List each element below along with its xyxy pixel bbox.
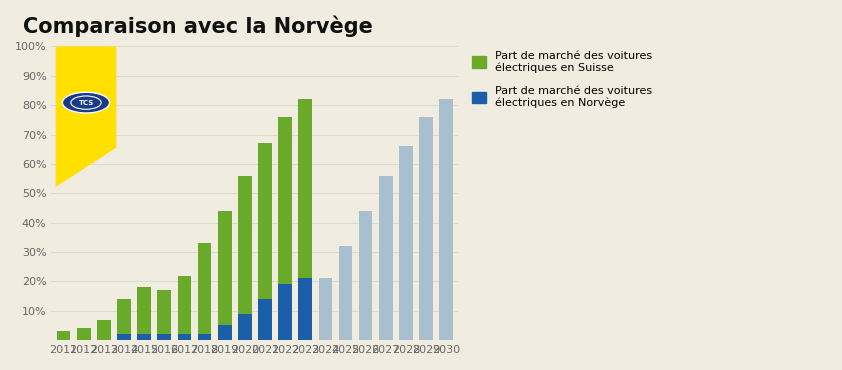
Bar — [338, 246, 352, 340]
Text: Comparaison avec la Norvège: Comparaison avec la Norvège — [23, 15, 373, 37]
Bar — [137, 287, 151, 340]
Bar — [157, 334, 171, 340]
Text: TCS: TCS — [78, 100, 93, 105]
Bar — [178, 334, 191, 340]
Bar — [379, 176, 392, 340]
Bar — [77, 329, 91, 340]
Bar — [238, 314, 252, 340]
Bar — [198, 334, 211, 340]
Bar — [318, 279, 333, 340]
Bar — [178, 276, 191, 340]
Bar — [298, 279, 312, 340]
Bar — [419, 117, 433, 340]
Bar — [359, 211, 372, 340]
Bar — [399, 146, 413, 340]
Bar — [218, 211, 232, 340]
Bar — [278, 117, 292, 340]
Bar — [278, 284, 292, 340]
Bar — [238, 176, 252, 340]
Bar — [157, 290, 171, 340]
Bar — [117, 334, 131, 340]
Bar — [137, 334, 151, 340]
Bar — [97, 320, 110, 340]
Bar — [440, 99, 453, 340]
Bar — [218, 326, 232, 340]
Bar — [56, 331, 71, 340]
Legend: Part de marché des voitures
électriques en Suisse, Part de marché des voitures
é: Part de marché des voitures électriques … — [468, 46, 656, 113]
Bar — [258, 143, 272, 340]
Bar — [117, 299, 131, 340]
Bar — [258, 299, 272, 340]
Bar — [198, 243, 211, 340]
Bar — [298, 99, 312, 340]
